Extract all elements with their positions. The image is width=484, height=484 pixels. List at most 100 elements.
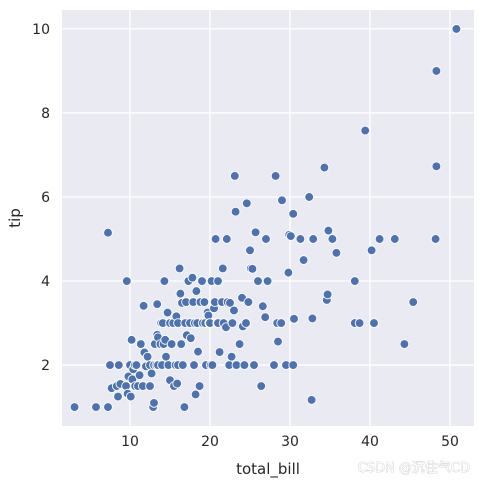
data-point bbox=[307, 313, 318, 324]
data-point bbox=[243, 297, 254, 307]
watermark: CSDN @沉住气CD bbox=[358, 460, 470, 476]
data-point bbox=[174, 263, 185, 274]
data-point bbox=[193, 346, 203, 357]
data-point bbox=[231, 360, 242, 370]
data-point bbox=[227, 318, 238, 328]
data-point bbox=[285, 231, 296, 241]
data-point bbox=[199, 297, 210, 307]
data-point bbox=[327, 234, 338, 244]
data-point bbox=[322, 289, 333, 300]
data-point bbox=[276, 318, 287, 328]
data-point bbox=[159, 276, 170, 286]
y-tick-label: 2 bbox=[41, 358, 50, 374]
data-point bbox=[126, 335, 137, 345]
data-point bbox=[354, 318, 365, 328]
x-tick-label: 30 bbox=[281, 434, 299, 450]
data-point bbox=[145, 381, 155, 391]
data-point bbox=[283, 267, 294, 278]
data-point bbox=[179, 402, 190, 412]
data-point bbox=[374, 234, 385, 244]
data-point bbox=[229, 305, 239, 316]
data-point bbox=[103, 227, 113, 238]
x-tick-labels: 10 20 30 40 50 bbox=[121, 434, 459, 450]
data-point bbox=[229, 171, 240, 181]
data-point bbox=[197, 276, 207, 286]
data-point bbox=[288, 208, 299, 219]
data-point bbox=[131, 360, 142, 370]
x-tick-label: 20 bbox=[201, 434, 219, 450]
x-gridlines bbox=[129, 10, 451, 426]
data-point bbox=[138, 300, 149, 311]
data-point bbox=[389, 234, 400, 244]
data-point bbox=[175, 288, 186, 299]
data-point bbox=[360, 125, 371, 136]
data-point bbox=[298, 255, 309, 265]
data-point bbox=[295, 234, 306, 244]
data-point bbox=[289, 313, 299, 324]
data-point bbox=[149, 398, 159, 408]
data-point bbox=[319, 162, 330, 173]
data-point bbox=[69, 402, 80, 412]
x-axis-title: total_bill bbox=[236, 460, 300, 479]
data-point bbox=[250, 227, 261, 238]
data-point bbox=[323, 225, 334, 236]
data-point bbox=[253, 276, 263, 286]
data-point bbox=[270, 171, 281, 181]
data-point bbox=[162, 307, 173, 318]
data-point bbox=[105, 360, 115, 370]
data-point bbox=[241, 318, 251, 328]
data-point bbox=[451, 24, 462, 34]
data-point bbox=[214, 347, 225, 357]
data-point bbox=[103, 402, 113, 412]
data-point bbox=[366, 245, 377, 256]
x-tick-label: 10 bbox=[121, 434, 139, 450]
data-point bbox=[431, 66, 442, 76]
data-point bbox=[125, 391, 136, 402]
y-tick-label: 6 bbox=[41, 190, 50, 206]
data-point bbox=[257, 301, 268, 312]
data-point bbox=[304, 192, 315, 202]
data-point bbox=[166, 339, 177, 349]
data-point bbox=[399, 339, 410, 349]
data-point bbox=[142, 351, 153, 362]
data-point bbox=[306, 395, 317, 405]
data-point bbox=[230, 206, 241, 217]
data-point bbox=[152, 299, 163, 309]
data-point bbox=[239, 360, 250, 370]
data-point bbox=[430, 234, 441, 244]
data-point bbox=[213, 276, 223, 286]
x-tick-label: 40 bbox=[361, 434, 379, 450]
data-point bbox=[185, 333, 196, 344]
data-point bbox=[113, 391, 123, 402]
plot-area bbox=[62, 10, 474, 426]
data-point bbox=[269, 360, 279, 370]
data-point bbox=[369, 318, 379, 328]
data-point bbox=[217, 263, 228, 274]
data-point bbox=[189, 360, 199, 370]
data-point bbox=[247, 263, 258, 274]
data-point bbox=[177, 360, 188, 370]
data-point bbox=[146, 368, 157, 379]
data-point bbox=[194, 381, 205, 391]
data-point bbox=[161, 351, 171, 362]
data-point bbox=[288, 360, 299, 370]
y-tick-labels: 2 4 6 8 10 bbox=[32, 22, 50, 374]
data-point bbox=[207, 360, 218, 370]
data-point bbox=[134, 370, 145, 381]
data-point bbox=[245, 245, 255, 256]
data-point bbox=[135, 339, 146, 349]
data-point bbox=[261, 234, 271, 244]
data-points bbox=[69, 24, 462, 412]
data-point bbox=[241, 198, 252, 209]
data-point bbox=[91, 402, 101, 412]
data-point bbox=[225, 298, 235, 308]
data-point bbox=[191, 286, 202, 296]
data-point bbox=[113, 360, 124, 370]
data-point bbox=[187, 272, 198, 283]
data-point bbox=[277, 195, 287, 206]
data-point bbox=[349, 276, 360, 286]
data-point bbox=[260, 312, 271, 323]
data-point bbox=[234, 339, 245, 349]
data-point bbox=[408, 297, 419, 307]
